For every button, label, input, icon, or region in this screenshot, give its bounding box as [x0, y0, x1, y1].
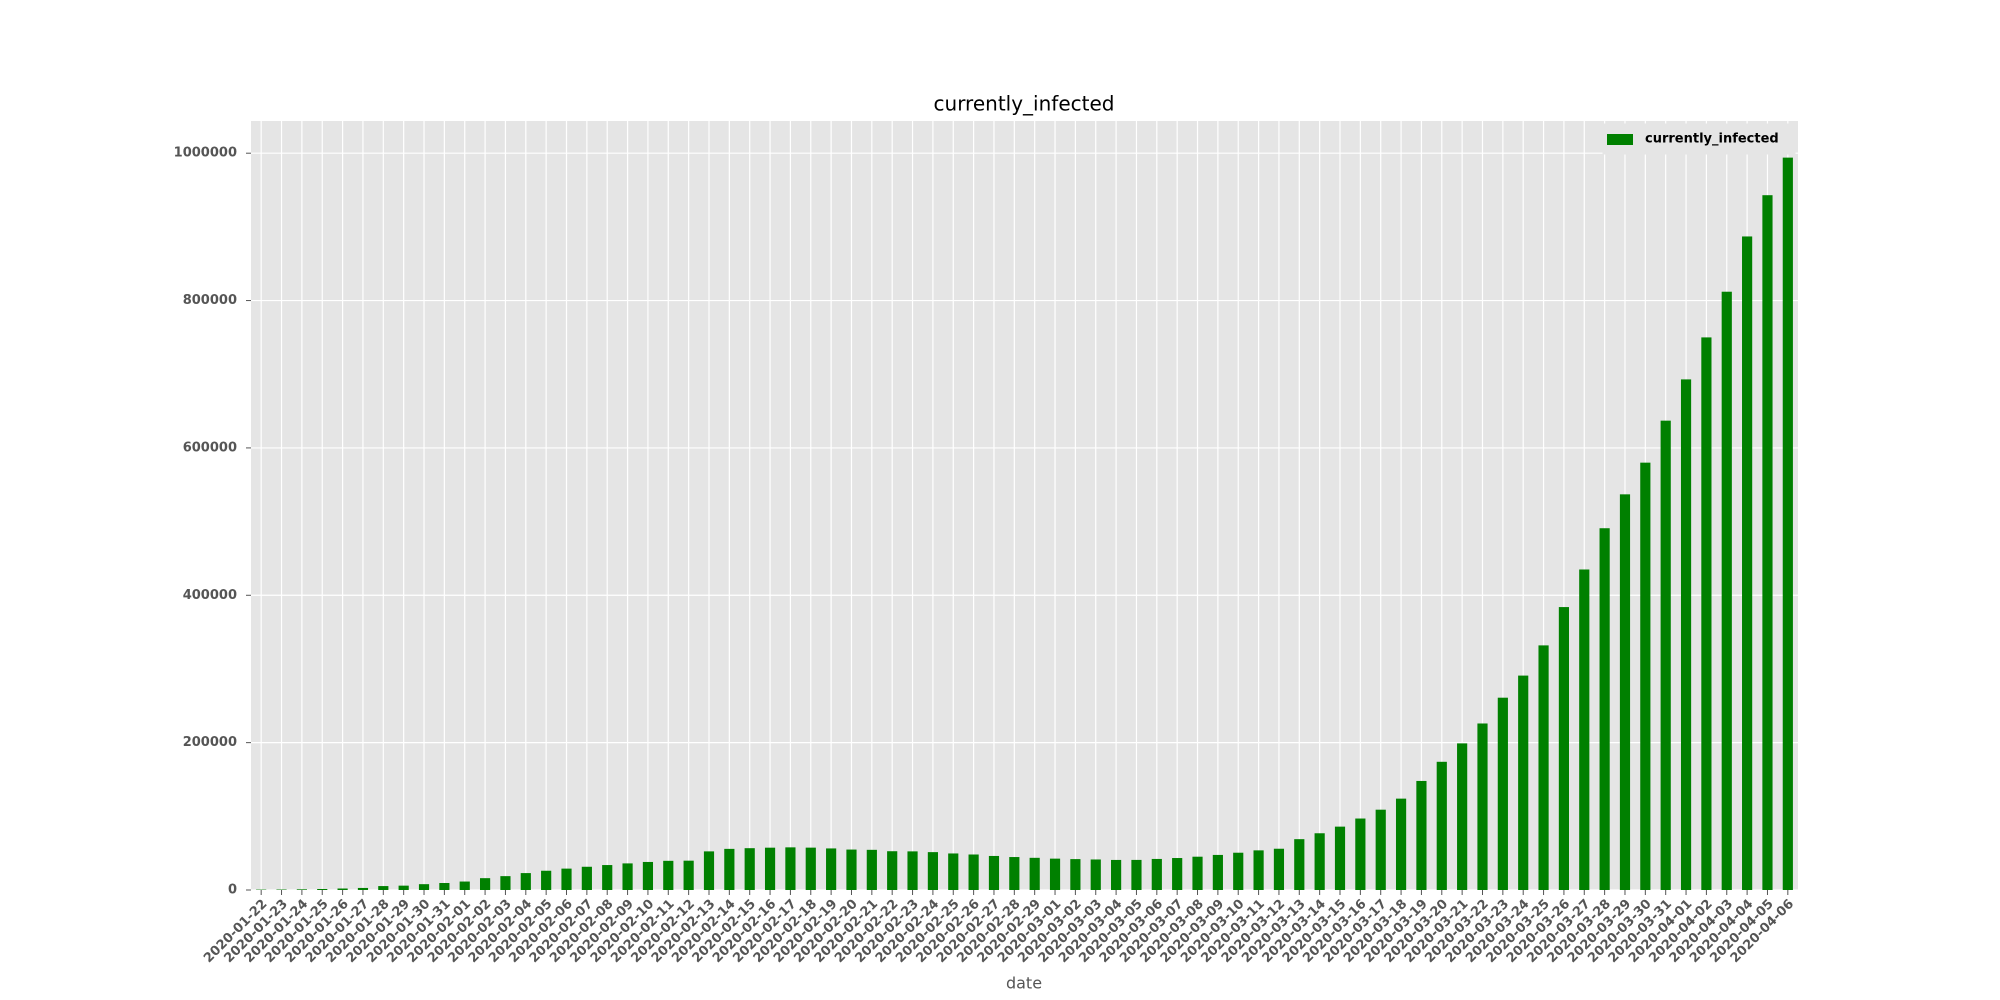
x-axis-label: date [1006, 974, 1042, 993]
bar [846, 849, 857, 890]
y-tick-label: 0 [228, 883, 237, 898]
bar [378, 886, 389, 890]
bar [1009, 857, 1020, 890]
bar [398, 885, 409, 890]
bar [948, 853, 959, 890]
bar [500, 876, 511, 890]
bar [826, 848, 837, 890]
bar [1457, 743, 1468, 890]
bar [541, 870, 552, 890]
bar [317, 889, 328, 890]
y-tick-label: 800000 [183, 293, 237, 308]
bar [1579, 569, 1590, 890]
chart-title: currently_infected [934, 92, 1115, 116]
bar [1151, 858, 1162, 890]
bar [622, 863, 633, 890]
bar [1192, 856, 1203, 890]
bar [1762, 195, 1773, 891]
bar [1558, 607, 1570, 890]
bar [1782, 157, 1793, 891]
bar [1111, 859, 1122, 890]
bar [1334, 826, 1346, 890]
bar [1273, 848, 1285, 890]
bar [1619, 494, 1631, 890]
bar [520, 873, 531, 890]
bar [296, 889, 307, 890]
bar [642, 861, 654, 890]
bar [1477, 723, 1488, 890]
bar [418, 884, 430, 890]
bar [479, 878, 491, 890]
bar [1233, 852, 1244, 890]
bar [1721, 291, 1732, 890]
y-tick-label: 1000000 [174, 146, 237, 161]
bar [1355, 818, 1366, 890]
bar [683, 860, 694, 890]
bar [1131, 859, 1142, 890]
bar [1212, 854, 1223, 890]
y-tick-label: 400000 [183, 588, 237, 603]
bar [805, 847, 816, 890]
bar [439, 883, 450, 890]
bar [1742, 236, 1753, 890]
bar [1294, 839, 1305, 890]
bar [663, 860, 674, 890]
bar [866, 849, 877, 890]
bar [1172, 858, 1183, 890]
legend-label: currently_infected [1645, 132, 1779, 147]
bar [785, 847, 796, 890]
bar [1049, 858, 1061, 890]
bar [357, 887, 369, 890]
bar [1029, 857, 1040, 890]
bar [764, 847, 776, 890]
bar [1660, 420, 1671, 890]
bar [581, 866, 592, 890]
bar [744, 848, 755, 890]
bar [337, 888, 348, 890]
bar [1395, 798, 1407, 890]
bar [1518, 675, 1529, 890]
bar [459, 881, 470, 890]
y-tick-label: 200000 [183, 735, 237, 750]
bar [561, 868, 572, 890]
bar [1253, 850, 1264, 890]
bar [968, 854, 979, 890]
legend-swatch [1607, 134, 1633, 145]
bar [1701, 337, 1712, 890]
bar [988, 855, 1000, 890]
bar [1538, 645, 1549, 890]
bar [1599, 528, 1610, 890]
bar [602, 865, 613, 890]
bar [887, 851, 898, 890]
bar [1436, 761, 1447, 890]
bar [1314, 833, 1325, 890]
bar [1375, 809, 1386, 890]
bar [1070, 859, 1081, 890]
y-tick-label: 600000 [183, 440, 237, 455]
bar [1640, 462, 1651, 890]
bar [703, 851, 715, 890]
legend-box [1602, 123, 1796, 155]
bar [907, 851, 918, 890]
bar [1680, 379, 1692, 890]
bar [724, 848, 735, 890]
bar [1090, 859, 1101, 890]
bar [1416, 780, 1427, 890]
bar [927, 852, 938, 890]
bar [1497, 697, 1508, 890]
